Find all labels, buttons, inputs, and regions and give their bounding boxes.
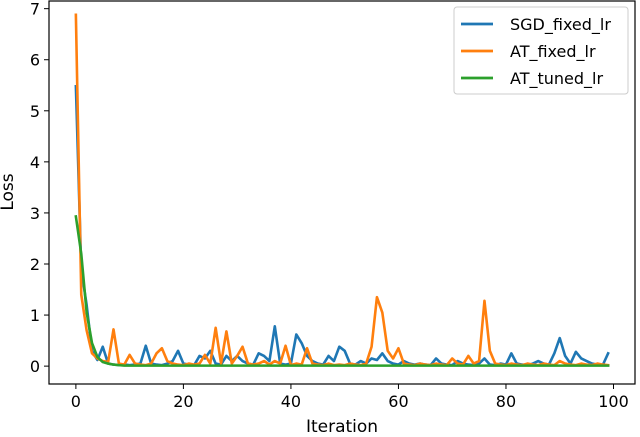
- y-tick-label: 3: [30, 204, 40, 223]
- y-tick-label: 5: [30, 102, 40, 121]
- y-axis-label: Loss: [0, 173, 18, 210]
- legend-label: SGD_fixed_lr: [510, 15, 611, 35]
- plot-frame: [48, 0, 636, 385]
- y-tick-label: 7: [30, 0, 40, 19]
- x-tick-label: 60: [388, 392, 408, 411]
- legend-box: [453, 6, 629, 95]
- x-axis-label: Iteration: [306, 417, 378, 437]
- series-line-sgd-fixed-lr: [74, 84, 610, 367]
- y-tick-label: 1: [30, 306, 40, 325]
- series-layer: [74, 13, 610, 367]
- y-tick-label: 0: [30, 357, 40, 376]
- y-tick-label: 6: [30, 51, 40, 70]
- x-tick-label: 100: [598, 392, 629, 411]
- ticks-layer: 0 20 40 60 80 100 0 1 2 3 4 5 6 7: [30, 0, 629, 411]
- legend-label: AT_fixed_lr: [510, 42, 596, 62]
- x-tick-label: 80: [496, 392, 516, 411]
- x-tick-label: 40: [281, 392, 301, 411]
- x-tick-label: 20: [173, 392, 193, 411]
- y-tick-label: 2: [30, 255, 40, 274]
- series-line-at-tuned-lr: [74, 215, 610, 367]
- legend: SGD_fixed_lr AT_fixed_lr AT_tuned_lr: [453, 6, 629, 95]
- y-tick-label: 4: [30, 153, 40, 172]
- legend-label: AT_tuned_lr: [510, 69, 603, 89]
- x-tick-label: 0: [71, 392, 81, 411]
